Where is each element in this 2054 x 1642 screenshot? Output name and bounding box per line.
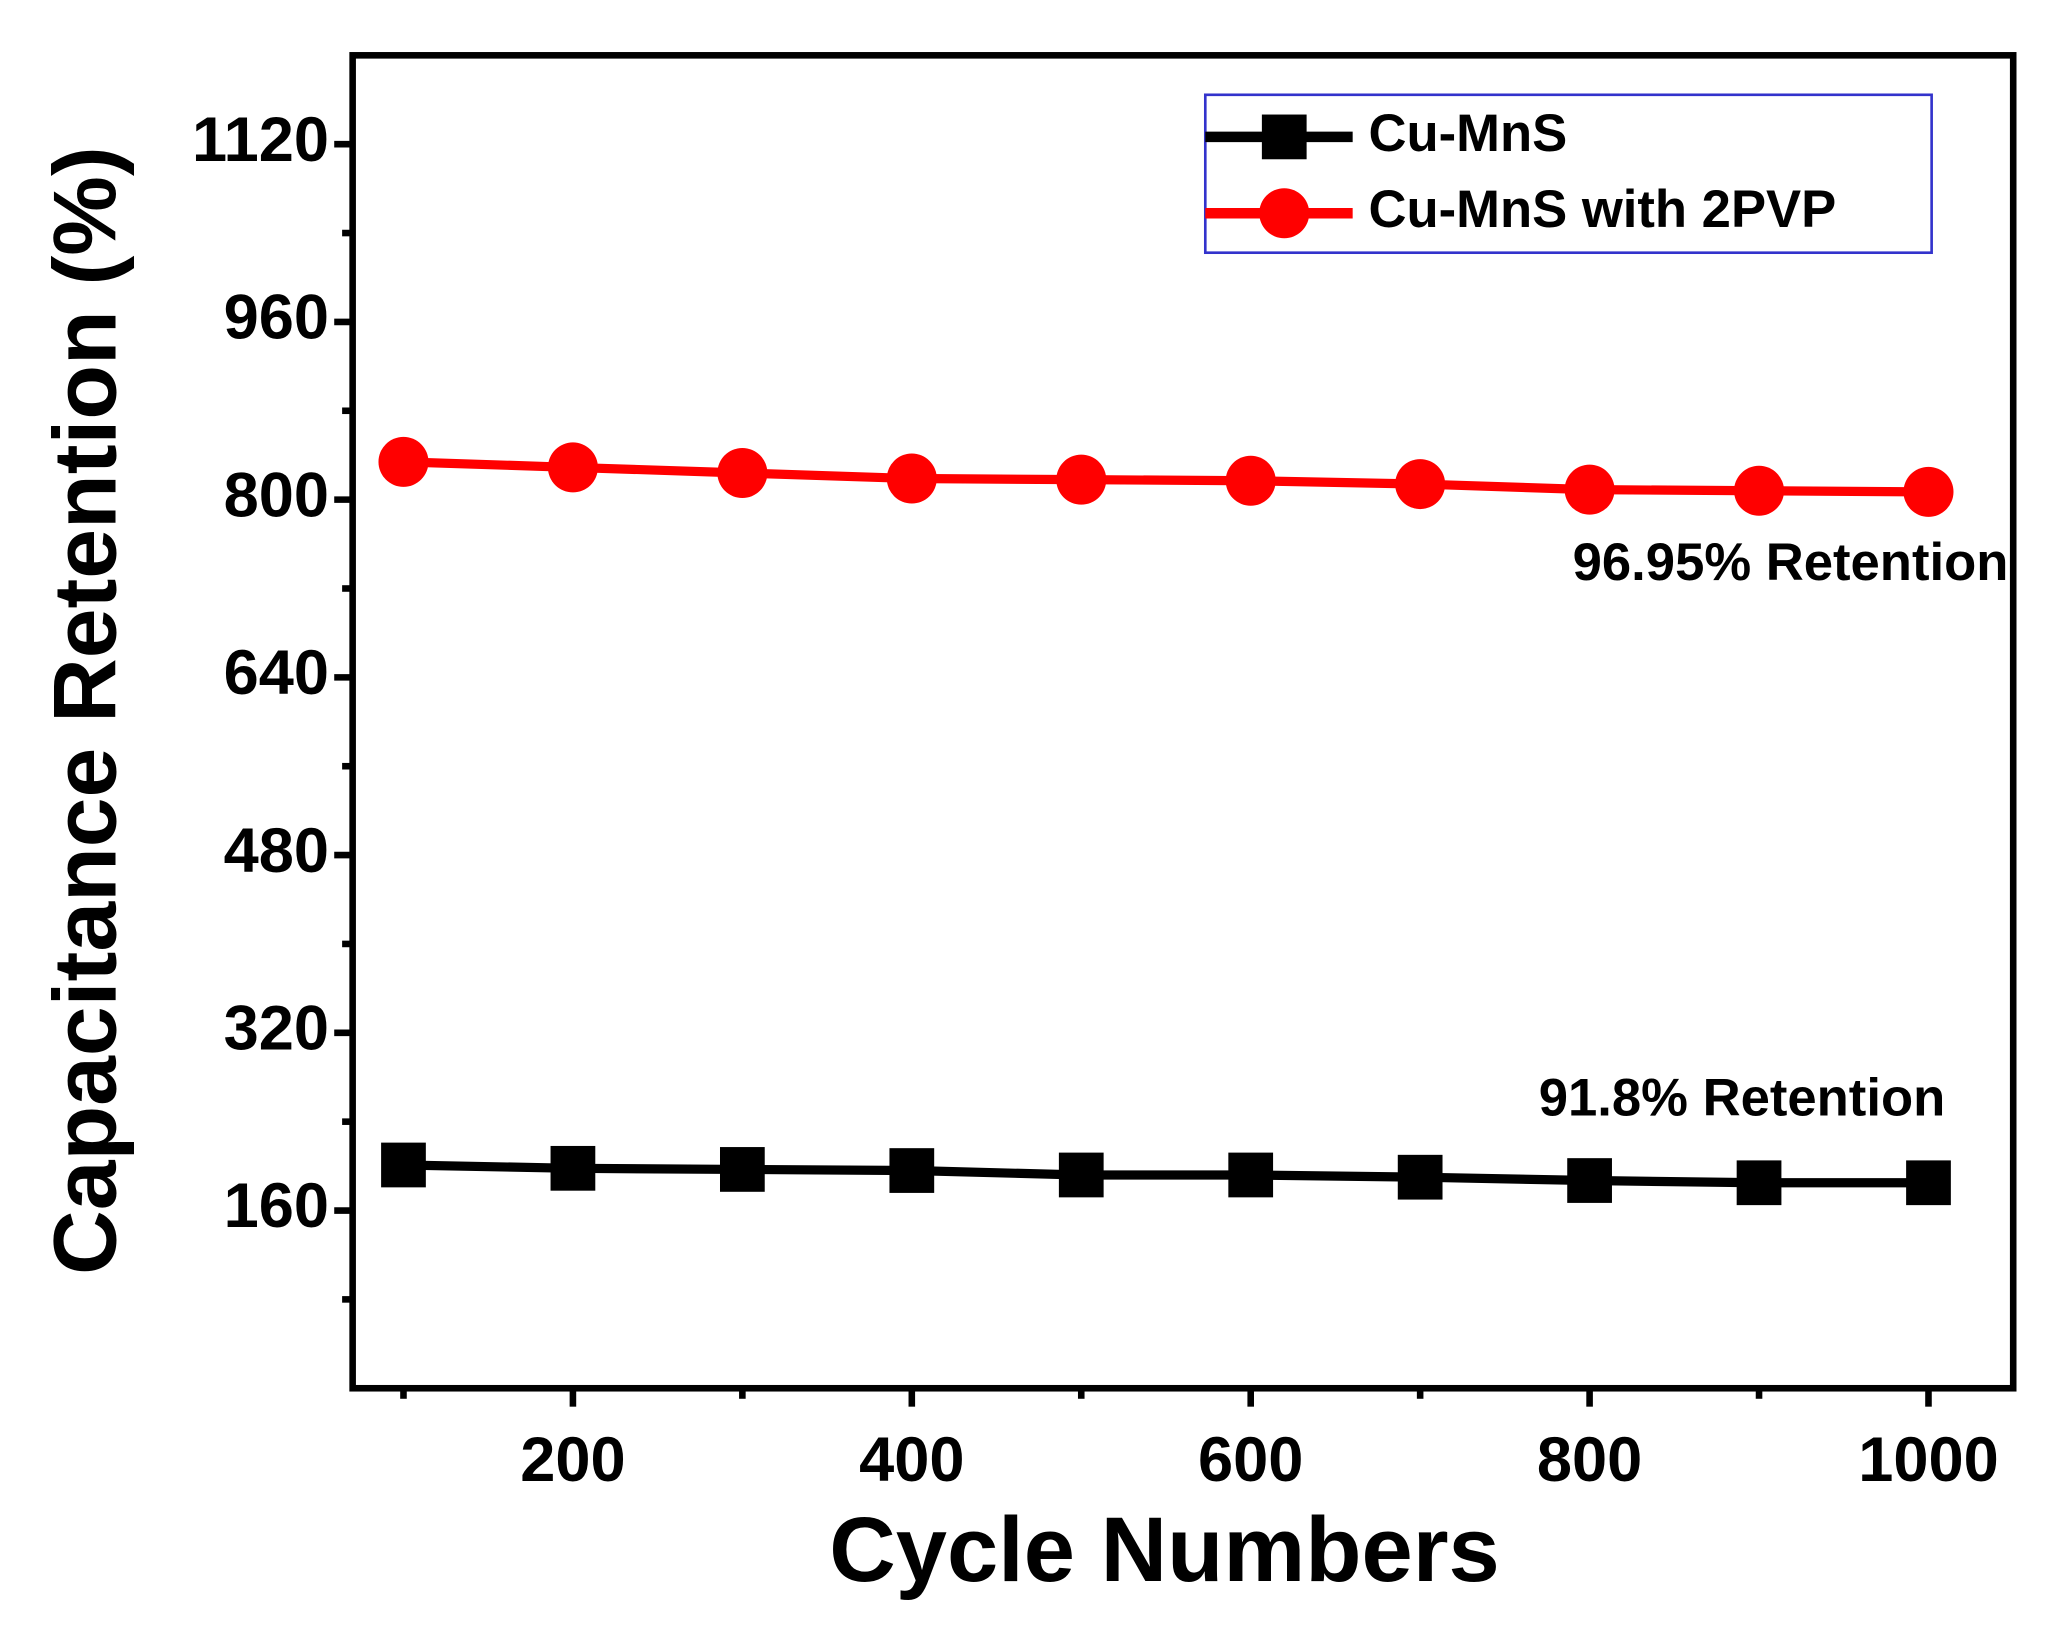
marker [1056,454,1107,505]
x-axis-title: Cycle Numbers [829,1498,1500,1601]
plot-frame [349,52,2017,1392]
legend: Cu-MnS Cu-MnS with 2PVP [1203,93,1933,255]
marker [1259,188,1310,239]
y-tick-label: 320 [224,993,329,1063]
marker [717,447,768,498]
marker [381,1142,426,1188]
annotation: 96.95% Retention [1573,533,2009,592]
legend-box [1203,93,1933,255]
y-tick-label: 960 [224,283,329,353]
y-tick-label: 1120 [192,105,329,175]
marker [1261,114,1307,160]
marker [1395,459,1446,510]
marker [1564,464,1615,515]
marker [1567,1158,1612,1203]
annotation: 91.8% Retention [1539,1069,1945,1128]
marker [1906,1160,1951,1206]
x-tick-label: 400 [859,1425,964,1495]
marker [1734,465,1785,516]
x-tick-label: 800 [1537,1425,1642,1495]
marker [1397,1154,1443,1200]
x-tick-label: 600 [1198,1425,1303,1495]
y-tick-label: 800 [224,460,329,530]
y-tick-label: 640 [224,638,329,708]
marker [378,436,429,487]
marker [719,1147,765,1192]
marker [886,453,937,504]
legend-label: Cu-MnS with 2PVP [1368,180,1836,239]
marker [550,1145,596,1191]
marker [1228,1152,1274,1198]
marker [1736,1160,1782,1206]
marker [889,1148,935,1193]
series-line [403,457,1929,497]
marker [1903,466,1954,517]
series-line [403,1160,1929,1188]
marker [1058,1152,1104,1198]
x-tick-label: 200 [520,1425,625,1495]
y-tick-label: 480 [224,816,329,886]
marker [547,442,598,493]
marker [1225,455,1276,506]
y-tick-label: 160 [224,1171,329,1241]
x-tick-label: 1000 [1858,1425,1998,1495]
y-axis-title: Capacitance Retention (%) [35,146,135,1275]
legend-label: Cu-MnS [1368,104,1567,163]
